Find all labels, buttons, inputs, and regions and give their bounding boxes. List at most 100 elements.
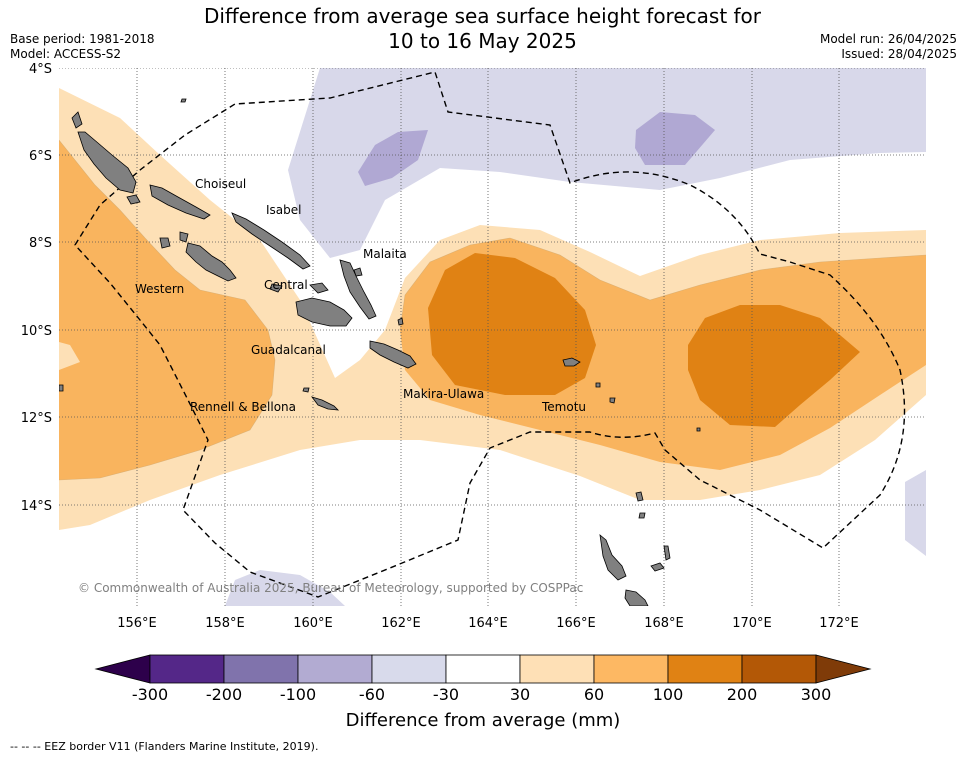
lat-label: 12°S — [21, 411, 52, 426]
lon-label: 170°E — [732, 616, 772, 631]
colorbar-segment — [593, 654, 669, 684]
place-western: Western — [135, 282, 184, 296]
positive-anomaly-strong-east — [688, 305, 860, 427]
colorbar-tick-label: 300 — [801, 685, 832, 704]
colorbar-tick-label: 100 — [653, 685, 684, 704]
colorbar-tick-label: -30 — [433, 685, 459, 704]
island-west-edge — [59, 384, 64, 392]
title-line-1: Difference from average sea surface heig… — [203, 4, 762, 28]
base-period: Base period: 1981-2018 — [10, 32, 155, 46]
island-tikopia — [696, 427, 701, 432]
place-choiseul: Choiseul — [195, 177, 246, 191]
island-makira — [369, 340, 417, 369]
island-russell — [269, 283, 283, 293]
place-guadalcanal: Guadalcanal — [251, 343, 326, 357]
lat-label: 10°S — [21, 324, 52, 339]
island-malekula — [624, 589, 649, 606]
island-ambae — [650, 562, 665, 572]
model-name: Model: ACCESS-S2 — [10, 47, 122, 61]
colorbar-segment — [667, 654, 743, 684]
colorbar-tick-label: -100 — [280, 685, 316, 704]
issued-date: Issued: 28/04/2025 — [841, 47, 957, 61]
island-guadalcanal — [295, 297, 353, 327]
negative-anomaly-mid-north — [358, 130, 428, 186]
place-labels: Choiseul Isabel Malaita Western Central … — [135, 177, 586, 414]
lat-label: 14°S — [21, 499, 52, 514]
lon-label: 168°E — [644, 616, 684, 631]
colorbar-segment — [297, 654, 373, 684]
island-florida — [309, 282, 329, 294]
island-ulawa — [397, 317, 404, 326]
colorbar-tick-label: 200 — [727, 685, 758, 704]
colorbar-tick-label: 60 — [584, 685, 604, 704]
lon-label: 156°E — [117, 616, 157, 631]
latitude-labels: 4°S 6°S 8°S 10°S 12°S 14°S — [21, 62, 52, 514]
lon-label: 166°E — [556, 616, 596, 631]
run-info: Model run: 26/04/2025 Issued: 28/04/2025 — [820, 32, 957, 62]
title-line-2: 10 to 16 May 2025 — [388, 29, 577, 53]
place-isabel: Isabel — [266, 203, 301, 217]
negative-anomaly-light-southeast — [905, 470, 926, 556]
model-run: Model run: 26/04/2025 — [819, 32, 957, 46]
lon-label: 158°E — [205, 616, 245, 631]
island-vanikoro — [609, 397, 616, 404]
place-central: Central — [264, 278, 308, 292]
colorbar-tick-label: 30 — [510, 685, 530, 704]
place-rennell-bellona: Rennell & Bellona — [190, 400, 296, 414]
island-rennell — [310, 396, 340, 411]
colorbar-over-arrow — [815, 654, 872, 684]
longitude-labels: 156°E 158°E 160°E 162°E 164°E 166°E 168°… — [117, 616, 859, 631]
island-ontong — [180, 98, 187, 103]
positive-anomaly-mid-west — [59, 140, 275, 480]
colorbar-segment — [149, 654, 225, 684]
island-small-malaita — [353, 267, 363, 277]
lon-label: 172°E — [819, 616, 859, 631]
lat-label: 4°S — [29, 62, 52, 77]
lon-label: 160°E — [293, 616, 333, 631]
copyright-notice: © Commonwealth of Australia 2025, Bureau… — [78, 581, 583, 595]
place-malaita: Malaita — [363, 247, 407, 261]
map-title: Difference from average sea surface heig… — [0, 4, 965, 54]
lon-label: 164°E — [468, 616, 508, 631]
place-makira-ulawa: Makira-Ulawa — [403, 387, 484, 401]
island-vella-lavella — [159, 237, 171, 249]
colorbar-tick-label: -200 — [206, 685, 242, 704]
colorbar-segment — [445, 654, 521, 684]
island-espiritu-santo — [599, 534, 627, 581]
island-new-georgia — [185, 242, 237, 282]
lat-label: 6°S — [29, 149, 52, 164]
colorbar-segment — [519, 654, 595, 684]
colorbar-segment — [223, 654, 299, 684]
place-temotu: Temotu — [541, 400, 586, 414]
colorbar-segment — [741, 654, 817, 684]
island-choiseul — [149, 184, 211, 220]
island-bougainville — [77, 131, 137, 194]
island-kolombangara — [179, 231, 189, 243]
island-banks — [638, 512, 646, 519]
negative-anomaly-light-north — [288, 68, 926, 258]
island-isabel — [231, 212, 311, 270]
lat-label: 8°S — [29, 236, 52, 251]
colorbar-title: Difference from average (mm) — [346, 710, 621, 731]
island-utupua — [595, 382, 601, 388]
colorbar-tick-label: -300 — [132, 685, 168, 704]
island-buka — [71, 111, 83, 129]
colorbar-tick-label: -60 — [359, 685, 385, 704]
eez-border — [74, 71, 906, 598]
lon-label: 162°E — [381, 616, 421, 631]
model-info: Base period: 1981-2018 Model: ACCESS-S2 — [10, 32, 155, 62]
colorbar-segment — [371, 654, 447, 684]
island-bellona — [302, 387, 310, 393]
colorbar-under-arrow — [94, 654, 151, 684]
island-shortland — [126, 194, 141, 205]
island-torres — [635, 491, 644, 502]
gridlines — [59, 68, 926, 606]
island-santa-cruz — [562, 357, 581, 367]
map-area: © Commonwealth of Australia 2025, Bureau… — [59, 68, 926, 606]
eez-legend: -- -- -- EEZ border V11 (Flanders Marine… — [10, 740, 319, 753]
land-masses — [59, 98, 701, 606]
colorbar: -300 -200 -100 -60 -30 30 60 100 200 300… — [94, 654, 872, 731]
negative-anomaly-light-south — [225, 570, 345, 606]
island-maewo — [663, 545, 671, 561]
